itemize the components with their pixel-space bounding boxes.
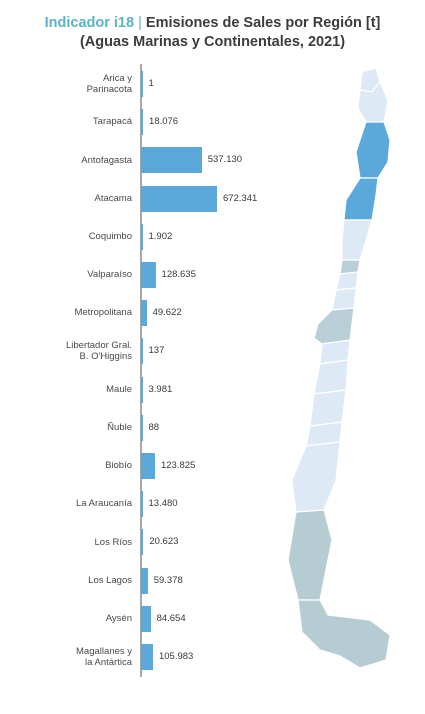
bar bbox=[141, 223, 143, 250]
bar bbox=[141, 644, 153, 670]
category-label: Magallanes y la Antártica bbox=[76, 645, 132, 669]
bar bbox=[141, 109, 144, 136]
category-label: Coquimbo bbox=[88, 231, 132, 243]
bar bbox=[141, 414, 143, 441]
map-region-biobio bbox=[313, 359, 349, 395]
bar bbox=[141, 147, 202, 174]
category-label: Tarapacá bbox=[92, 116, 132, 128]
indicator-label: Indicador i18 bbox=[44, 15, 135, 31]
title-separator: | bbox=[138, 15, 142, 31]
bar bbox=[141, 529, 144, 556]
category-label: Maule bbox=[106, 383, 132, 395]
value-label: 59.378 bbox=[153, 574, 183, 586]
map-region-aysen bbox=[287, 509, 333, 601]
value-label: 49.622 bbox=[152, 307, 182, 319]
category-label: Valparaíso bbox=[87, 269, 132, 281]
value-label: 1.902 bbox=[148, 230, 173, 242]
bar bbox=[141, 71, 143, 97]
bar bbox=[141, 491, 143, 518]
bar bbox=[141, 185, 217, 212]
value-label: 128.635 bbox=[161, 269, 196, 280]
bar bbox=[141, 338, 143, 365]
value-label: 537.130 bbox=[207, 154, 243, 166]
map-region-araucania bbox=[309, 389, 347, 427]
title-line-2: (Aguas Marinas y Continentales, 2021) bbox=[79, 34, 346, 50]
value-label: 13.480 bbox=[148, 498, 178, 510]
category-label: Los Ríos bbox=[94, 536, 133, 548]
chart-title: Indicador i18 | Emisiones de Sales por R… bbox=[0, 14, 425, 52]
value-label: 123.825 bbox=[160, 460, 196, 471]
map-region-magallanes bbox=[297, 599, 391, 669]
category-label: Biobío bbox=[105, 460, 132, 472]
chile-map bbox=[287, 67, 391, 669]
value-label: 105.983 bbox=[158, 651, 194, 662]
category-label: Antofagasta bbox=[81, 154, 132, 166]
category-axis-line bbox=[140, 64, 142, 677]
value-label: 18.076 bbox=[149, 116, 179, 128]
category-label: Atacama bbox=[94, 192, 133, 204]
title-line-1: Indicador i18 | Emisiones de Sales por R… bbox=[0, 14, 425, 33]
category-label: Libertador Gral. B. O'Higgins bbox=[65, 339, 132, 363]
value-label: 672.341 bbox=[223, 192, 258, 204]
category-label: La Araucanía bbox=[76, 498, 132, 510]
value-label: 84.654 bbox=[156, 612, 186, 624]
map-region-metropolitana bbox=[335, 271, 359, 291]
map-region-coquimbo bbox=[341, 219, 373, 261]
bar bbox=[141, 605, 151, 632]
category-label: Los Lagos bbox=[88, 574, 132, 586]
map-region-antofagasta bbox=[355, 121, 391, 179]
bar bbox=[141, 300, 147, 327]
map-region-tarapaca bbox=[357, 81, 389, 123]
category-label: Aysén bbox=[105, 613, 132, 625]
map-region-ohiggins bbox=[331, 287, 357, 311]
value-label: 88 bbox=[148, 421, 160, 433]
category-label: Ñuble bbox=[107, 422, 132, 434]
map-region-maule bbox=[313, 307, 355, 345]
value-label: 137 bbox=[148, 345, 165, 357]
map-region-atacama bbox=[343, 177, 379, 221]
value-label: 20.623 bbox=[149, 536, 179, 548]
value-label: 3.981 bbox=[148, 383, 173, 395]
bar bbox=[141, 262, 156, 288]
value-label: 1 bbox=[148, 78, 154, 89]
title-main: Emisiones de Sales por Región [t] bbox=[145, 15, 381, 31]
category-label: Arica y Parinacota bbox=[86, 72, 132, 96]
bar bbox=[141, 567, 148, 594]
category-label: Metropolitana bbox=[74, 307, 132, 319]
bar bbox=[141, 453, 155, 479]
map-region-loslagos bbox=[291, 441, 341, 513]
bar bbox=[141, 376, 143, 403]
